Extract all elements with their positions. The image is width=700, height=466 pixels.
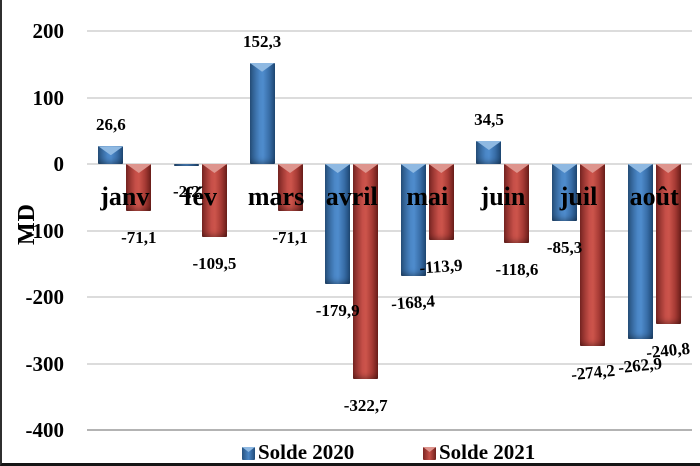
value-label-solde-2020-avril: -179,9 [315,300,360,320]
legend-label: Solde 2021 [439,440,536,464]
bar-solde-2021-mai [428,164,454,240]
y-tick-label-200: 200 [32,19,65,43]
bar-solde-2020-mars [249,62,275,164]
y-tick-label--200: -200 [25,285,65,309]
bar-solde-2020-mai [400,164,426,276]
legend-label: Solde 2020 [258,440,355,464]
y-axis-title: MD [14,203,40,245]
category-label-mai: mai [406,182,449,211]
legend-item-solde-2021: Solde 2021 [423,442,535,463]
y-tick-label-0: 0 [53,152,65,176]
bar-solde-2021-juil [580,164,606,347]
gridline-100 [87,96,692,99]
value-label-solde-2020-juin: 34,5 [474,110,504,130]
bar-solde-2021-fév [201,164,227,237]
value-label-solde-2020-juil: -85,3 [546,237,583,257]
category-label-mars: mars [247,182,305,211]
category-label-janv: janv [100,182,150,211]
category-label-juil: juil [559,182,598,211]
category-label-avril: avril [325,182,378,211]
y-tick-label-100: 100 [32,85,65,110]
category-label-fév: fév [183,182,218,211]
gridline-0 [87,163,692,165]
value-label-solde-2020-janv: 26,6 [95,115,126,135]
bar-solde-2020-juin [476,141,502,164]
value-label-solde-2020-mars: 152,3 [242,31,282,51]
bar-solde-2021-mars [277,164,303,212]
legend-swatch-icon [423,447,436,460]
category-label-juin: juin [480,182,526,211]
bar-solde-2021-juin [504,164,530,243]
value-label-solde-2020-fév: -2,2 [172,182,200,202]
gridline--100 [87,229,692,232]
y-tick-label--100: -100 [25,218,65,243]
y-tick-label--400: -400 [25,418,65,442]
value-label-solde-2021-juin: -118,6 [495,259,539,279]
value-label-solde-2021-avril: -322,7 [343,395,388,415]
gridline--200 [87,296,692,298]
bar-solde-2020-avril [325,164,351,284]
value-label-solde-2021-mars: -71,1 [272,228,308,248]
legend-item-solde-2020: Solde 2020 [242,442,354,463]
value-label-solde-2021-fév: -109,5 [192,253,237,273]
value-label-solde-2020-mai: -168,4 [390,291,436,314]
category-label-août: août [629,182,679,211]
bar-solde-2021-janv [126,164,152,212]
bar-solde-2020-août [627,164,653,339]
bar-solde-2021-avril [353,164,379,379]
value-label-solde-2021-août: -240,8 [645,338,692,363]
legend-swatch-icon [242,447,255,460]
gridline--300 [87,362,692,365]
gridline--400 [87,429,692,431]
bar-solde-2021-août [655,164,681,325]
bar-solde-2020-juil [552,164,578,221]
gridline-200 [87,30,692,32]
value-label-solde-2021-janv: -71,1 [121,228,157,248]
bar-solde-2020-janv [98,146,124,164]
y-tick-label--300: -300 [25,351,65,376]
bar-solde-2020-fév [173,164,199,166]
